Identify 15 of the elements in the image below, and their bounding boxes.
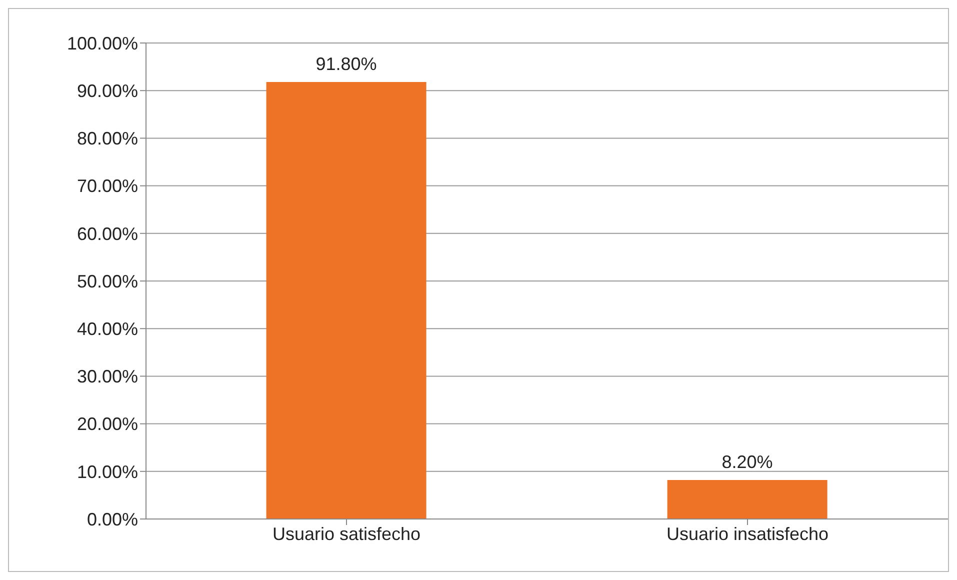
data-label: 8.20% — [722, 452, 773, 472]
y-tick-label: 0.00% — [86, 509, 138, 530]
data-label: 91.80% — [316, 54, 377, 74]
y-tick-label: 50.00% — [76, 271, 138, 292]
x-tick-label: Usuario insatisfecho — [666, 524, 829, 544]
y-tick-label: 30.00% — [76, 366, 138, 387]
y-tick-label: 60.00% — [76, 224, 138, 244]
y-tick-label: 80.00% — [76, 128, 138, 149]
y-tick-label: 100.00% — [66, 33, 138, 54]
y-tick-label: 70.00% — [76, 176, 138, 196]
y-tick-label: 90.00% — [76, 80, 138, 101]
y-tick-label: 40.00% — [76, 318, 138, 339]
x-tick-label: Usuario satisfecho — [272, 524, 421, 544]
y-tick-label: 10.00% — [76, 462, 138, 482]
y-tick-label: 20.00% — [76, 414, 138, 434]
